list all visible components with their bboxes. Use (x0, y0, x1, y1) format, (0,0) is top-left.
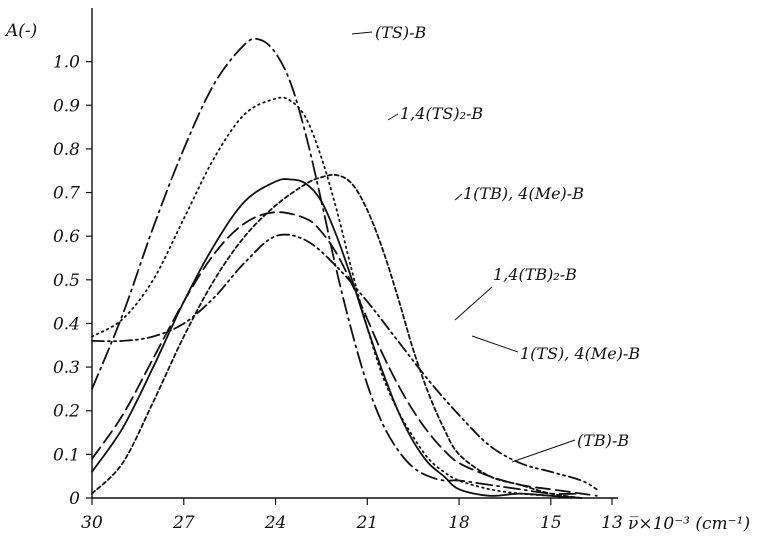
x-tick-label: 21 (355, 513, 378, 533)
series-label-1: 1,4(TS)₂-B (400, 104, 483, 123)
y-tick-label: 1.0 (53, 53, 80, 73)
series-curve-3 (91, 178, 583, 499)
y-ticks: 0 0.1 0.2 0.3 0.4 0.5 0.6 0.7 0.8 0.9 1.0 (53, 53, 92, 509)
x-axis-label: ν̅×10⁻³ (cm⁻¹) (628, 514, 750, 534)
series-curve-1 (91, 96, 583, 499)
series-curve-5 (91, 211, 598, 497)
y-tick-label: 0 (69, 489, 80, 509)
y-axis-label: A(-) (4, 21, 37, 41)
series-leader-line-1 (387, 113, 399, 121)
y-tick-label: 0.5 (53, 271, 80, 291)
series-leader-line-3 (454, 286, 493, 321)
series-label-5: (TB)-B (577, 431, 629, 450)
x-tick-label: 30 (81, 513, 103, 533)
series-curve-0 (91, 37, 583, 495)
series-leader-line-2 (454, 193, 463, 201)
x-tick-label: 15 (540, 513, 562, 533)
series-curve-2 (91, 173, 583, 499)
series-leader-line-4 (471, 335, 519, 353)
axes (91, 8, 618, 499)
y-tick-label: 0.8 (53, 140, 80, 160)
x-tick-label: 24 (264, 513, 287, 533)
x-tick-label: 18 (448, 513, 470, 533)
y-tick-label: 0.7 (53, 184, 80, 204)
y-tick-label: 0.1 (53, 445, 80, 465)
series-label-3: 1,4(TB)₂-B (493, 265, 577, 284)
series-labels: (TS)-B 1,4(TS)₂-B 1(TB), 4(Me)-B 1,4(TB)₂-B… (375, 23, 640, 450)
x-ticks: 30 27 24 21 18 15 13 (81, 498, 623, 533)
spectral-curves (91, 37, 598, 499)
y-tick-label: 0.4 (53, 314, 80, 334)
y-tick-label: 0.9 (53, 96, 80, 116)
y-tick-label: 0.2 (53, 402, 80, 422)
series-leader-line-0 (351, 31, 373, 35)
series-label-4: 1(TS), 4(Me)-B (520, 344, 640, 363)
y-tick-label: 0.3 (53, 358, 80, 378)
series-leader-line-5 (511, 439, 576, 463)
x-tick-label: 13 (601, 513, 623, 533)
series-label-0: (TS)-B (375, 23, 427, 42)
label-leader-lines (351, 31, 576, 463)
x-tick-label: 27 (172, 513, 195, 533)
series-label-2: 1(TB), 4(Me)-B (463, 184, 584, 203)
y-tick-label: 0.6 (53, 227, 80, 247)
